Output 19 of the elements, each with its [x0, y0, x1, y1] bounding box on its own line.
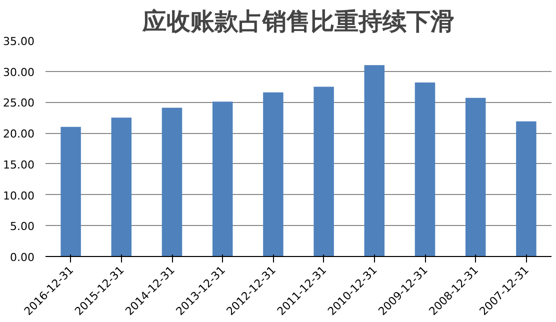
- y-tick-label: 5.00: [10, 220, 35, 234]
- bar: [212, 102, 233, 256]
- y-tick-label: 0.00: [10, 251, 35, 264]
- chart-title: 应收账款占销售比重持续下滑: [142, 8, 454, 36]
- y-tick-label: 20.00: [3, 128, 35, 141]
- y-tick-label: 25.00: [3, 96, 35, 110]
- y-tick-label: 15.00: [3, 158, 35, 172]
- bar: [465, 98, 486, 256]
- y-tick-label: 35.00: [3, 35, 35, 48]
- y-tick-label: 30.00: [3, 66, 35, 79]
- bar: [414, 82, 436, 256]
- bar: [162, 108, 182, 256]
- y-tick-label: 10.00: [3, 189, 35, 202]
- bar: [111, 118, 132, 256]
- bar: [314, 86, 334, 256]
- bar: [263, 92, 284, 256]
- bar: [60, 126, 81, 256]
- bar: [364, 65, 385, 256]
- bar: [516, 121, 536, 256]
